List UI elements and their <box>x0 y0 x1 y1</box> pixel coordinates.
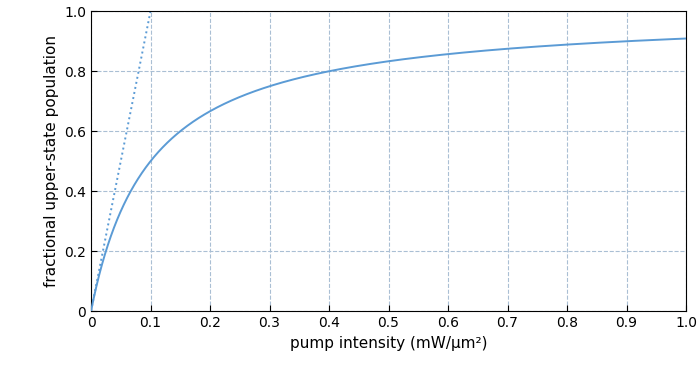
Y-axis label: fractional upper-state population: fractional upper-state population <box>43 35 59 287</box>
X-axis label: pump intensity (mW/μm²): pump intensity (mW/μm²) <box>290 336 487 351</box>
